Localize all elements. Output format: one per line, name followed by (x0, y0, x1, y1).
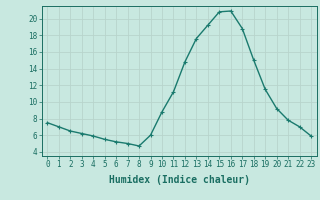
X-axis label: Humidex (Indice chaleur): Humidex (Indice chaleur) (109, 175, 250, 185)
